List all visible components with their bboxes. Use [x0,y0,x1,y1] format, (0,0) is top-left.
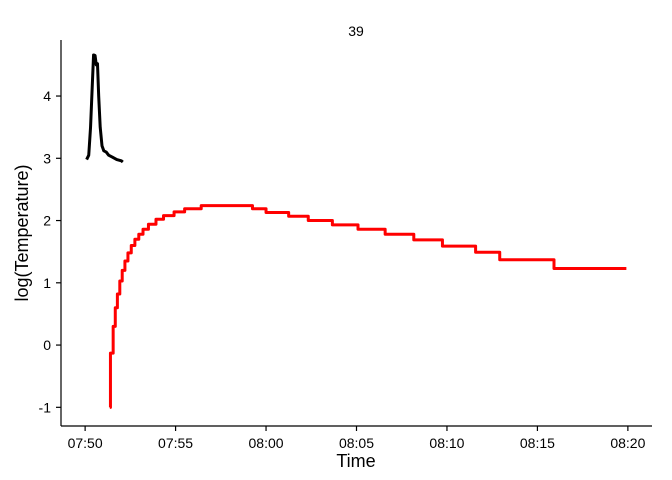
x-tick-label: 07:55 [158,435,193,451]
y-tick-label: 3 [43,150,51,166]
x-axis-ticks: 07:50 07:55 08:00 08:05 08:10 08:15 08:20 [68,426,646,451]
y-tick-label: 0 [43,337,51,353]
y-tick-label: 2 [43,213,51,229]
y-tick-label: 4 [43,88,51,104]
x-tick-label: 07:50 [68,435,103,451]
x-tick-label: 08:00 [249,435,284,451]
series-line-1 [85,53,124,164]
x-tick-label: 08:15 [520,435,555,451]
y-tick-label: -1 [39,399,52,415]
plot-area [85,53,627,409]
x-tick-label: 08:20 [610,435,645,451]
y-axis-title: log(Temperature) [12,164,32,301]
x-tick-label: 08:05 [339,435,374,451]
series-line-2 [108,204,627,409]
y-tick-label: 1 [43,275,51,291]
chart-title: 39 [348,23,364,39]
x-axis-title: Time [336,451,375,471]
y-axis-ticks: -1 0 1 2 3 4 [39,88,61,415]
x-tick-label: 08:10 [429,435,464,451]
